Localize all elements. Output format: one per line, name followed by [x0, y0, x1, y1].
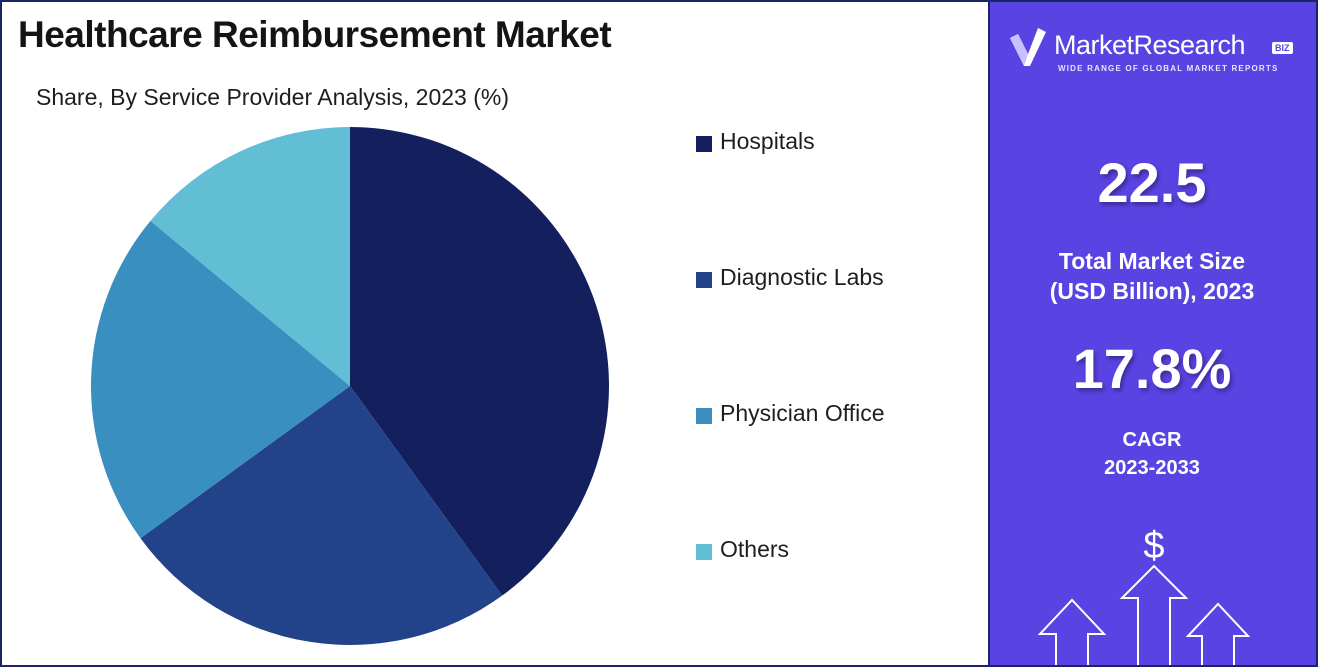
cagr-value: 17.8%: [1072, 337, 1232, 400]
legend-label: Others: [720, 536, 790, 562]
brand-logo: MarketResearch BIZ WIDE RANGE OF GLOBAL …: [1008, 24, 1308, 84]
market-size-value: 22.5: [1097, 151, 1207, 214]
check-mark-icon: [1010, 28, 1046, 66]
legend-swatch: [696, 408, 712, 424]
market-size-label-line1: Total Market Size: [1058, 248, 1246, 274]
pie-slice-physician-office: [91, 220, 351, 539]
pie-chart: [91, 127, 609, 645]
summary-sidebar: MarketResearch BIZ WIDE RANGE OF GLOBAL …: [988, 2, 1316, 665]
logo-name: MarketResearch: [1054, 30, 1246, 60]
cagr-label-line1: CAGR: [1122, 429, 1182, 451]
legend-swatch: [696, 272, 712, 288]
legend-label: Hospitals: [720, 128, 815, 154]
logo-tagline: WIDE RANGE OF GLOBAL MARKET REPORTS: [1058, 64, 1279, 73]
pie-slice-others: [150, 127, 350, 386]
legend-label: Physician Office: [720, 400, 885, 426]
legend-swatch: [696, 544, 712, 560]
cagr-label-line2: 2023-2033: [1104, 457, 1200, 479]
market-size-label-line2: (USD Billion), 2023: [1049, 278, 1255, 304]
panel-divider: [988, 0, 990, 667]
logo-badge: BIZ: [1272, 42, 1293, 54]
growth-arrows-icon: $: [1038, 525, 1251, 665]
pie-slice-hospitals: [350, 127, 609, 596]
chart-panel: Healthcare Reimbursement Market Share, B…: [2, 2, 988, 665]
dollar-sign: $: [1143, 525, 1164, 567]
legend-swatch: [696, 136, 712, 152]
pie-slice-diagnostic-labs: [140, 386, 503, 645]
chart-subtitle: Share, By Service Provider Analysis, 202…: [36, 84, 509, 110]
chart-title: Healthcare Reimbursement Market: [18, 14, 612, 55]
legend-label: Diagnostic Labs: [720, 264, 884, 290]
